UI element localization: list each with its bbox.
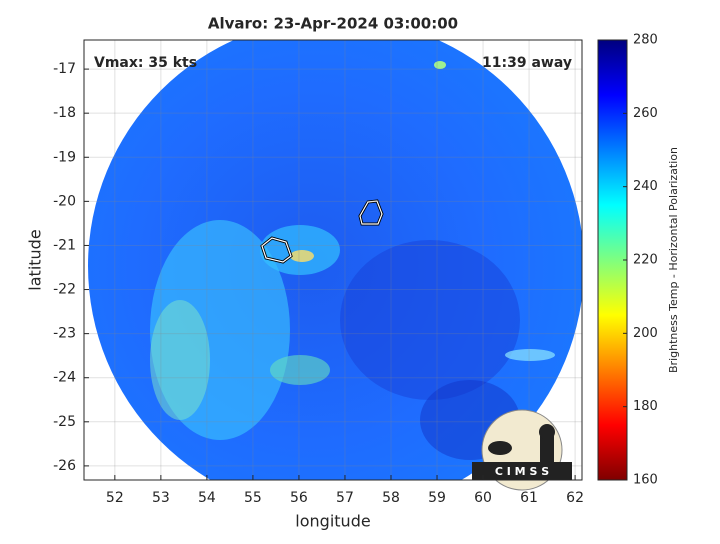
colorbar-tick-label: 280 — [633, 33, 658, 48]
x-tick-label: 60 — [474, 490, 492, 506]
cimss-logo: C I M S S — [472, 409, 572, 491]
colorbar-label: Brightness Temp - Horizontal Polarizatio… — [667, 147, 680, 373]
y-tick-label: -21 — [53, 237, 76, 253]
logo-text: C I M S S — [495, 465, 549, 478]
x-axis-label: longitude — [295, 512, 370, 531]
chart-title: Alvaro: 23-Apr-2024 03:00:00 — [208, 15, 458, 33]
x-tick-label: 57 — [336, 490, 354, 506]
y-axis-label: latitude — [26, 229, 45, 290]
colorbar-tick-label: 200 — [633, 326, 658, 341]
x-tick-label: 62 — [566, 490, 584, 506]
y-tick-label: -22 — [53, 282, 76, 298]
annotation: Vmax: 35 kts — [94, 55, 197, 71]
y-tick-label: -19 — [53, 149, 76, 165]
axes-box — [83, 39, 583, 481]
colorbar-tick-label: 180 — [633, 399, 658, 414]
x-tick-label: 56 — [290, 490, 308, 506]
colorbar-tick-label: 160 — [633, 473, 658, 488]
x-tick-label: 53 — [152, 490, 170, 506]
colorbar-tick-label: 220 — [633, 253, 658, 268]
x-tick-label: 52 — [106, 490, 124, 506]
y-tick-label: -18 — [53, 105, 76, 121]
x-tick-label: 61 — [520, 490, 538, 506]
x-tick-label: 54 — [198, 490, 216, 506]
x-tick-label: 59 — [428, 490, 446, 506]
y-tick-label: -25 — [53, 414, 76, 430]
y-tick-label: -24 — [53, 370, 76, 386]
y-tick-label: -20 — [53, 193, 76, 209]
colorbar-tick-label: 240 — [633, 179, 658, 194]
x-tick-label: 55 — [244, 490, 262, 506]
colorbar-tick-label: 260 — [633, 106, 658, 121]
y-tick-label: -26 — [53, 458, 76, 474]
annotation: 11:39 away — [482, 55, 572, 71]
y-tick-label: -23 — [53, 326, 76, 342]
colorbar — [597, 39, 628, 481]
x-tick-label: 58 — [382, 490, 400, 506]
image-field — [88, 40, 582, 480]
y-tick-label: -17 — [53, 61, 76, 77]
